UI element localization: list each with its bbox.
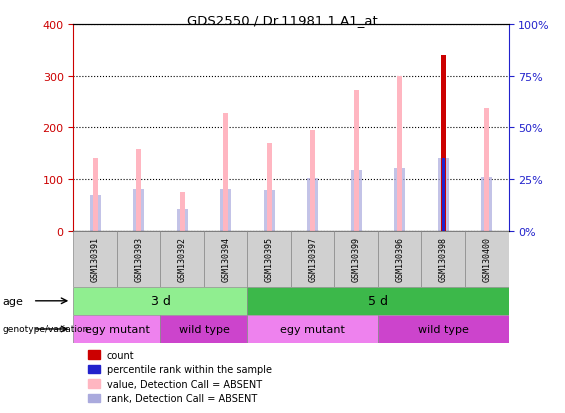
- Text: age: age: [3, 296, 24, 306]
- Bar: [307, 178, 318, 231]
- Bar: [160, 231, 204, 287]
- Bar: [394, 169, 405, 231]
- Bar: [442, 159, 445, 231]
- Bar: [73, 287, 247, 315]
- Text: wild type: wild type: [418, 324, 469, 334]
- Bar: [220, 190, 231, 231]
- Text: wild type: wild type: [179, 324, 229, 334]
- Bar: [310, 131, 315, 231]
- Bar: [247, 287, 508, 315]
- Bar: [117, 231, 160, 287]
- Text: percentile rank within the sample: percentile rank within the sample: [107, 364, 272, 374]
- Text: GSM130399: GSM130399: [352, 237, 360, 282]
- Text: value, Detection Call = ABSENT: value, Detection Call = ABSENT: [107, 379, 262, 389]
- Bar: [397, 76, 402, 231]
- Bar: [133, 190, 144, 231]
- Text: GSM130392: GSM130392: [178, 237, 186, 282]
- Text: 3 d: 3 d: [150, 294, 171, 308]
- Bar: [441, 56, 446, 231]
- Bar: [93, 159, 98, 231]
- Bar: [465, 231, 508, 287]
- Bar: [351, 170, 362, 231]
- Text: genotype/variation: genotype/variation: [3, 325, 89, 334]
- Text: GSM130398: GSM130398: [439, 237, 447, 282]
- Bar: [421, 231, 465, 287]
- Bar: [334, 231, 378, 287]
- Bar: [160, 315, 247, 343]
- Text: GSM130396: GSM130396: [396, 237, 404, 282]
- Bar: [90, 195, 101, 231]
- Bar: [204, 231, 247, 287]
- Bar: [354, 91, 359, 231]
- Text: rank, Detection Call = ABSENT: rank, Detection Call = ABSENT: [107, 393, 257, 403]
- Text: GDS2550 / Dr.11981.1.A1_at: GDS2550 / Dr.11981.1.A1_at: [187, 14, 378, 27]
- Bar: [481, 177, 492, 231]
- Bar: [484, 109, 489, 231]
- Bar: [177, 210, 188, 231]
- Text: GSM130395: GSM130395: [265, 237, 273, 282]
- Bar: [438, 159, 449, 231]
- Bar: [73, 315, 160, 343]
- Text: GSM130397: GSM130397: [308, 237, 317, 282]
- Bar: [378, 231, 421, 287]
- Bar: [267, 144, 272, 231]
- Bar: [264, 191, 275, 231]
- Text: GSM130394: GSM130394: [221, 237, 230, 282]
- Bar: [73, 231, 117, 287]
- Bar: [378, 315, 508, 343]
- Text: egy mutant: egy mutant: [85, 324, 149, 334]
- Text: count: count: [107, 350, 134, 360]
- Bar: [291, 231, 334, 287]
- Bar: [223, 114, 228, 231]
- Text: GSM130393: GSM130393: [134, 237, 143, 282]
- Text: 5 d: 5 d: [368, 294, 388, 308]
- Bar: [136, 150, 141, 231]
- Text: egy mutant: egy mutant: [280, 324, 345, 334]
- Bar: [247, 231, 291, 287]
- Text: GSM130391: GSM130391: [91, 237, 99, 282]
- Bar: [180, 192, 185, 231]
- Bar: [247, 315, 378, 343]
- Text: GSM130400: GSM130400: [483, 237, 491, 282]
- Bar: [441, 56, 446, 231]
